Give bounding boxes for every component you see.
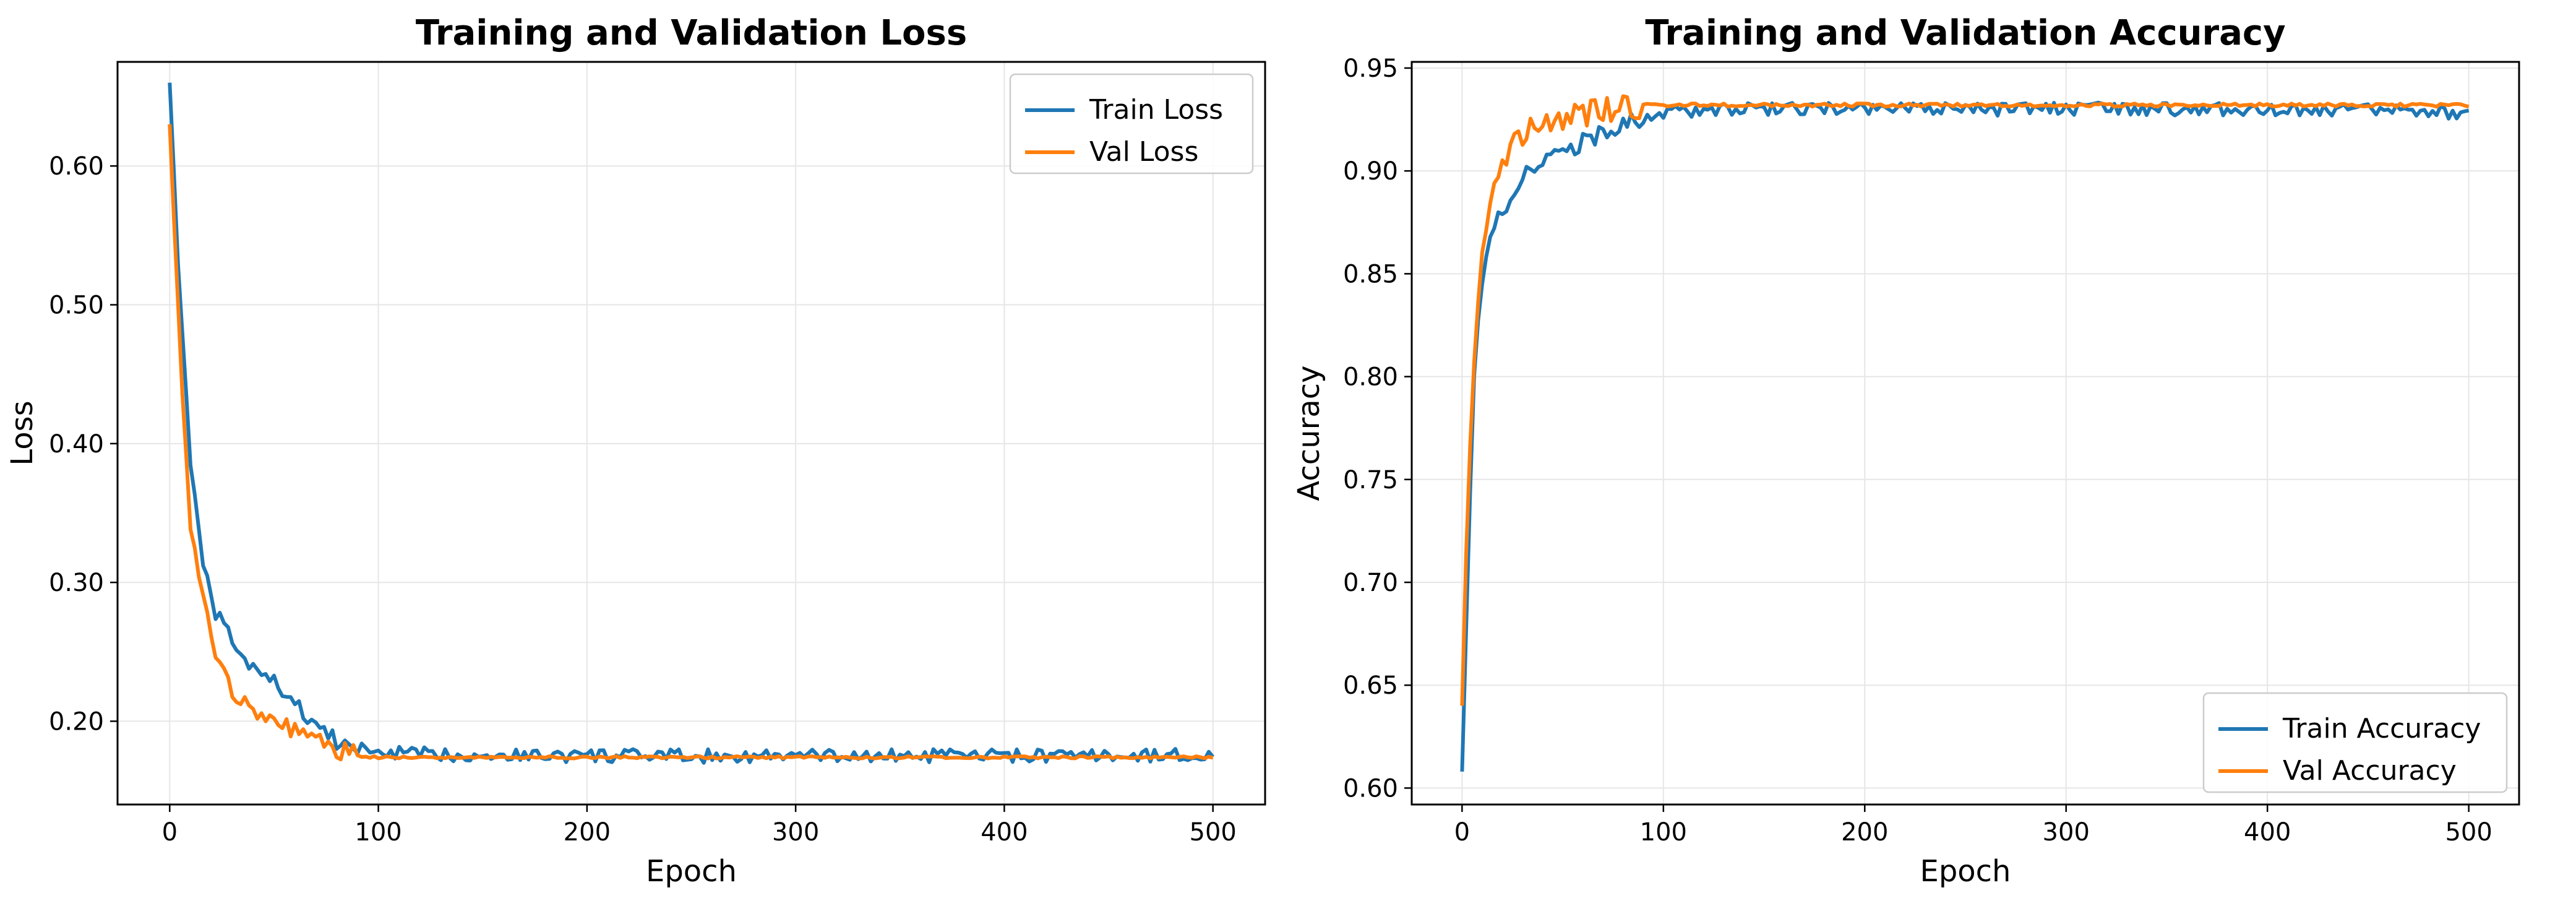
accuracy-legend-label: Train Accuracy bbox=[2282, 713, 2481, 744]
accuracy-x-tick-label: 200 bbox=[1841, 818, 1888, 847]
accuracy-series-line-val bbox=[1460, 94, 2470, 706]
loss-y-tick-label: 0.30 bbox=[49, 569, 104, 597]
loss-legend-label: Val Loss bbox=[1089, 136, 1198, 168]
loss-y-axis-label: Loss bbox=[5, 400, 40, 465]
loss-chart: 0 100 200 300 400 500 0.20 0.30 0.40 0.50 0.60 Tra… bbox=[5, 13, 1266, 889]
accuracy-x-tick-label: 100 bbox=[1640, 818, 1687, 847]
accuracy-y-tick-label: 0.85 bbox=[1343, 260, 1398, 288]
accuracy-y-tick-label: 0.80 bbox=[1343, 363, 1398, 392]
loss-ticks: 0 100 200 300 400 500 0.20 0.30 0.40 0.50 0.60 bbox=[49, 152, 1237, 847]
loss-legend: Train Loss Val Loss bbox=[1009, 73, 1254, 175]
loss-y-tick-label: 0.50 bbox=[49, 291, 104, 320]
accuracy-chart: 0 100 200 300 400 500 0.60 0.65 0.70 0.75 0.80 0.85… bbox=[1292, 13, 2520, 889]
accuracy-y-tick-label: 0.75 bbox=[1343, 466, 1398, 494]
loss-x-tick-label: 0 bbox=[162, 818, 178, 847]
accuracy-x-axis-label: Epoch bbox=[1920, 854, 2011, 889]
accuracy-series bbox=[1460, 94, 2470, 772]
accuracy-legend-label: Val Accuracy bbox=[2283, 755, 2457, 787]
loss-axes-frame bbox=[116, 61, 1266, 806]
loss-x-axis-label: Epoch bbox=[646, 854, 737, 889]
loss-x-tick-label: 400 bbox=[981, 818, 1028, 847]
accuracy-chart-title: Training and Validation Accuracy bbox=[1645, 13, 2285, 53]
loss-y-tick-label: 0.40 bbox=[49, 430, 104, 459]
loss-legend-box bbox=[1009, 73, 1254, 175]
loss-y-tick-label: 0.60 bbox=[49, 152, 104, 181]
loss-series-line-val bbox=[168, 124, 1214, 762]
accuracy-x-tick-label: 400 bbox=[2244, 818, 2291, 847]
accuracy-x-tick-label: 500 bbox=[2445, 818, 2492, 847]
accuracy-y-tick-label: 0.70 bbox=[1343, 569, 1398, 597]
accuracy-legend: Train Accuracy Val Accuracy bbox=[2202, 692, 2508, 793]
accuracy-y-tick-label: 0.95 bbox=[1343, 54, 1398, 83]
accuracy-legend-box bbox=[2202, 692, 2508, 793]
loss-series bbox=[168, 82, 1215, 765]
loss-chart-title: Training and Validation Loss bbox=[416, 13, 967, 53]
accuracy-y-axis-label: Accuracy bbox=[1292, 365, 1326, 501]
accuracy-ticks: 0 100 200 300 400 500 0.60 0.65 0.70 0.75 0.80 0.85… bbox=[1343, 54, 2492, 847]
accuracy-y-tick-label: 0.65 bbox=[1343, 671, 1398, 700]
accuracy-grid bbox=[1412, 62, 2519, 805]
accuracy-x-tick-label: 0 bbox=[1454, 818, 1470, 847]
accuracy-axes-frame bbox=[1410, 61, 2520, 806]
loss-y-tick-label: 0.20 bbox=[49, 707, 104, 736]
accuracy-y-tick-label: 0.90 bbox=[1343, 157, 1398, 186]
loss-x-tick-label: 100 bbox=[354, 818, 401, 847]
accuracy-y-tick-label: 0.60 bbox=[1343, 774, 1398, 803]
loss-legend-label: Train Loss bbox=[1089, 94, 1223, 126]
loss-x-tick-label: 300 bbox=[772, 818, 819, 847]
loss-x-tick-label: 500 bbox=[1190, 818, 1237, 847]
accuracy-x-tick-label: 300 bbox=[2043, 818, 2090, 847]
loss-x-tick-label: 200 bbox=[564, 818, 611, 847]
